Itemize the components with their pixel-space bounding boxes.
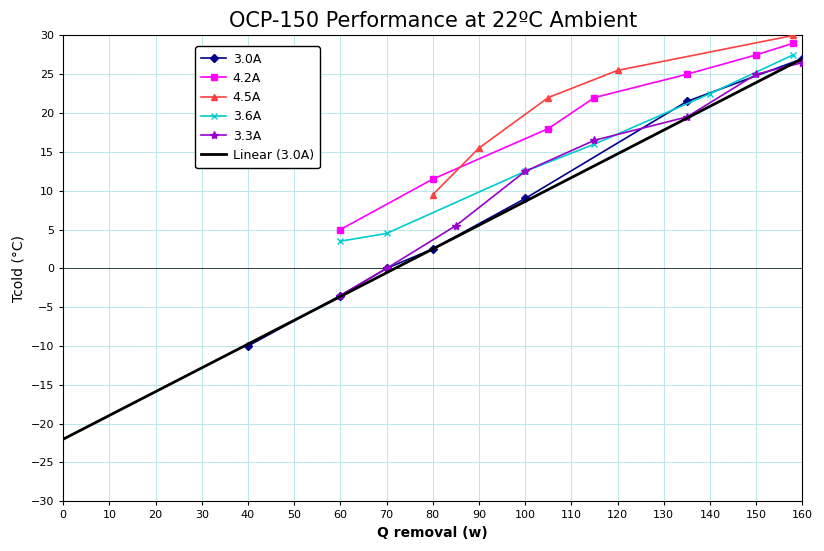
3.6A — [789, 52, 798, 58]
3.3A — [589, 137, 599, 144]
Line: 3.0A: 3.0A — [246, 56, 805, 349]
3.0A — [382, 265, 391, 272]
4.2A — [682, 71, 692, 78]
3.0A — [682, 98, 692, 105]
Y-axis label: Tcold (°C): Tcold (°C) — [11, 235, 25, 302]
3.0A — [520, 195, 530, 202]
3.6A — [705, 90, 715, 97]
3.3A — [335, 292, 345, 299]
Line: 4.5A: 4.5A — [429, 32, 797, 198]
3.3A — [520, 168, 530, 175]
3.0A — [798, 56, 808, 62]
3.3A — [682, 114, 692, 120]
4.2A — [751, 52, 761, 58]
3.6A — [382, 230, 391, 237]
3.3A — [382, 265, 391, 272]
Line: 3.3A: 3.3A — [336, 58, 807, 300]
3.3A — [798, 60, 808, 66]
4.2A — [589, 94, 599, 101]
Line: 4.2A: 4.2A — [338, 40, 796, 233]
3.3A — [451, 223, 461, 229]
4.2A — [428, 176, 438, 182]
3.6A — [520, 168, 530, 175]
4.5A — [474, 145, 484, 152]
4.2A — [335, 226, 345, 233]
3.0A — [243, 343, 253, 349]
Title: OCP-150 Performance at 22ºC Ambient: OCP-150 Performance at 22ºC Ambient — [229, 11, 637, 31]
3.6A — [589, 141, 599, 148]
3.0A — [428, 246, 438, 252]
Legend: 3.0A, 4.2A, 4.5A, 3.6A, 3.3A, Linear (3.0A): 3.0A, 4.2A, 4.5A, 3.6A, 3.3A, Linear (3.… — [195, 46, 320, 168]
X-axis label: Q removal (w): Q removal (w) — [377, 526, 488, 540]
4.5A — [428, 191, 438, 198]
4.5A — [543, 94, 553, 101]
4.5A — [613, 67, 623, 74]
3.6A — [335, 238, 345, 245]
4.5A — [789, 32, 798, 39]
4.2A — [543, 125, 553, 132]
3.3A — [751, 71, 761, 78]
Line: 3.6A: 3.6A — [337, 51, 797, 245]
4.2A — [789, 40, 798, 46]
3.0A — [335, 292, 345, 299]
